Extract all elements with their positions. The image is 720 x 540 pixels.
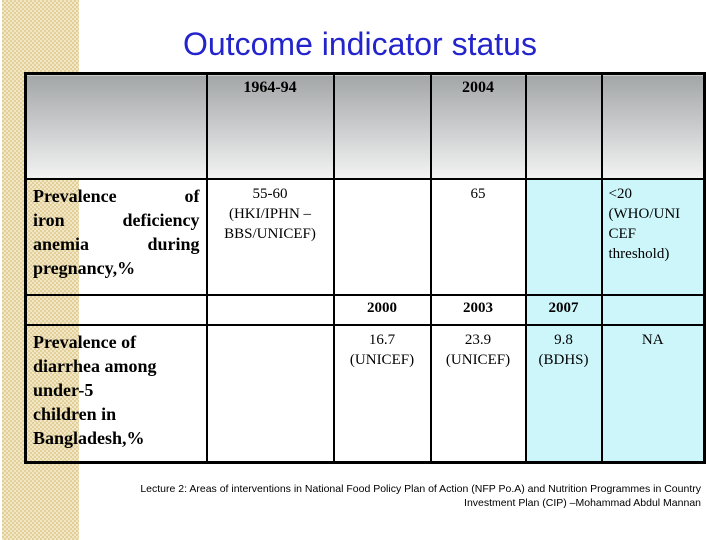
cell-anemia-1964-94: 55-60 (HKI/IPHN – BBS/UNICEF) <box>205 177 335 296</box>
header-blank-label-col <box>24 72 208 180</box>
header-1964-94: 1964-94 <box>205 72 335 180</box>
subheader-2003: 2003 <box>429 293 527 326</box>
subheader-2000: 2000 <box>332 293 432 326</box>
header-blank-1 <box>332 72 432 180</box>
header-blank-2 <box>524 72 603 180</box>
subheader-blank-1 <box>24 293 208 326</box>
cell-anemia-2004: 65 <box>429 177 527 296</box>
cell-diarrhea-2007: 9.8 (BDHS) <box>524 323 603 464</box>
cell-diarrhea-na: NA <box>600 323 706 464</box>
anemia-row: Prevalence of iron deficiency anemia dur… <box>24 177 706 296</box>
cell-anemia-threshold: <20 (WHO/UNI CEF threshold) <box>600 177 706 296</box>
cell-anemia-blank <box>332 177 432 296</box>
cell-diarrhea-2003: 23.9 (UNICEF) <box>429 323 527 464</box>
subheader-blank-3 <box>600 293 706 326</box>
cell-diarrhea-blank <box>205 323 335 464</box>
row-label-diarrhea: Prevalence of diarrhea among under-5 chi… <box>24 323 208 464</box>
table-header-row: 1964-94 2004 <box>24 72 706 180</box>
subheader-2007: 2007 <box>524 293 603 326</box>
subheader-blank-2 <box>205 293 335 326</box>
sub-header-row: 2000 2003 2007 <box>24 293 706 326</box>
row-label-anemia: Prevalence of iron deficiency anemia dur… <box>24 177 208 296</box>
cell-anemia-cyan-blank <box>524 177 603 296</box>
slide-title: Outcome indicator status <box>183 26 537 62</box>
outcome-indicator-table: 1964-94 2004 Prevalence of iron deficien… <box>24 72 706 464</box>
cell-diarrhea-2000: 16.7 (UNICEF) <box>332 323 432 464</box>
header-2004: 2004 <box>429 72 527 180</box>
diarrhea-row: Prevalence of diarrhea among under-5 chi… <box>24 323 706 464</box>
header-blank-3 <box>600 72 706 180</box>
footer-attribution: Lecture 2: Areas of interventions in Nat… <box>140 483 701 509</box>
